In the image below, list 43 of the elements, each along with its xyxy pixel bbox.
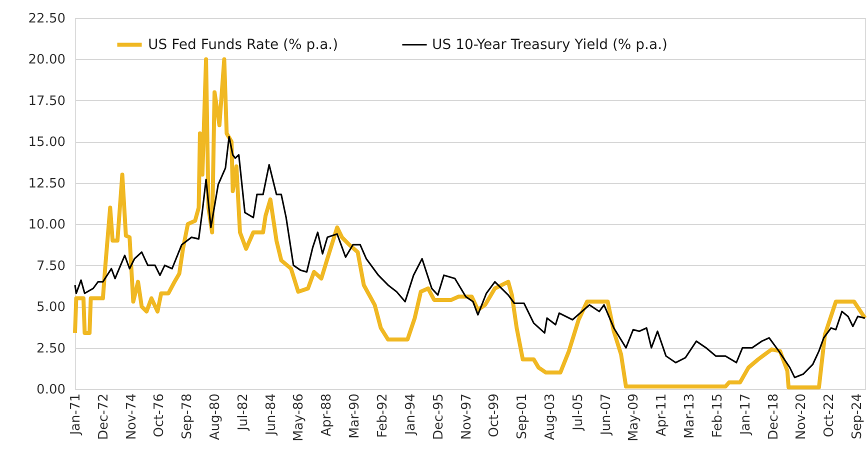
y-tick-label: 5.00 (36, 300, 66, 316)
x-tick-label: Dec-72 (96, 394, 112, 440)
y-tick-label: 20.00 (28, 52, 66, 68)
y-tick-label: 17.50 (28, 94, 66, 109)
line-series (73, 57, 867, 390)
x-tick-label: May-86 (292, 394, 307, 442)
y-tick-label: 15.00 (28, 135, 66, 150)
y-tick-label: 12.50 (28, 176, 66, 192)
x-tick-label: Nov-74 (124, 394, 140, 440)
x-tick-label: Dec-95 (431, 394, 446, 440)
x-tick-label: Feb-92 (376, 394, 391, 438)
x-tick-label: Apr-88 (320, 394, 335, 436)
legend-label: US 10-Year Treasury Yield (% p.a.) (432, 36, 668, 53)
x-tick-label: Oct-22 (822, 394, 838, 438)
x-tick-label: Feb-15 (710, 394, 726, 438)
x-tick-label: Jan-17 (738, 394, 754, 436)
x-tick-label: Oct-99 (487, 394, 502, 438)
x-tick-label: Nov-20 (794, 394, 810, 440)
x-tick-label: Nov-97 (459, 394, 474, 440)
x-tick-label: Mar-13 (682, 394, 698, 438)
x-tick-label: Oct-76 (152, 394, 168, 438)
y-tick-label: 10.00 (28, 218, 66, 233)
legend-label: US Fed Funds Rate (% p.a.) (148, 36, 338, 53)
y-tick-label: 0.00 (36, 382, 66, 398)
y-tick-label: 22.50 (28, 12, 66, 26)
x-tick-label: Aug-03 (542, 394, 558, 440)
x-tick-label: Mar-90 (348, 394, 363, 438)
y-tick-label: 7.50 (36, 258, 66, 274)
x-tick-label: Aug-80 (208, 394, 224, 440)
x-tick-label: Jul-82 (236, 394, 251, 432)
x-tick-label: Jan-71 (68, 394, 84, 436)
x-tick-label: Jul-05 (570, 394, 586, 432)
x-tick-label: May-09 (626, 394, 642, 442)
x-tick-label: Sep-01 (515, 394, 530, 440)
x-tick-label: Dec-18 (766, 394, 782, 440)
x-tick-label: Jan-94 (403, 394, 418, 436)
x-tick-label: Sep-78 (180, 394, 196, 440)
x-tick-label: Apr-11 (654, 394, 670, 436)
x-tick-label: Jun-07 (598, 394, 614, 436)
y-tick-label: 2.50 (36, 341, 66, 356)
x-tick-label: Sep-24 (850, 394, 866, 440)
x-tick-label: Jun-84 (264, 394, 279, 436)
line-series (74, 136, 866, 378)
